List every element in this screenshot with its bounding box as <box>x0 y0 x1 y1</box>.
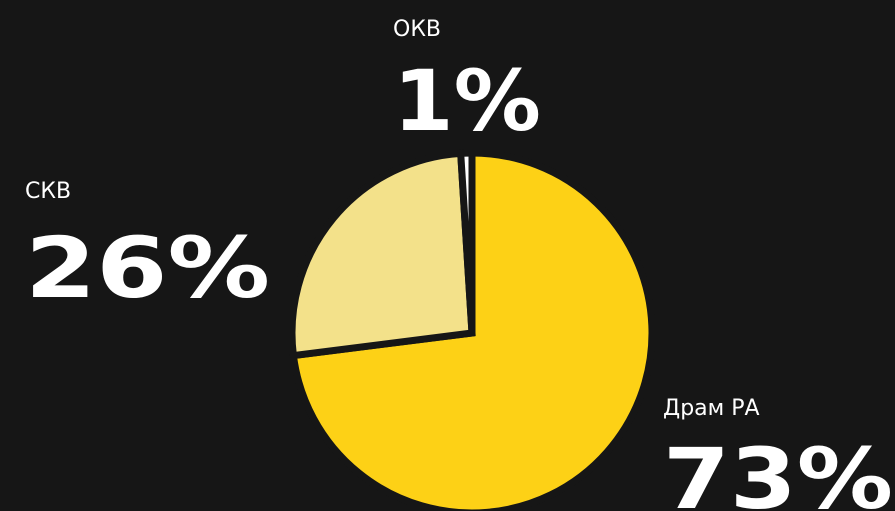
slice-value-label: 26% <box>25 219 270 317</box>
pie-slice <box>288 149 476 360</box>
slice-value-label: 1% <box>393 52 541 150</box>
slice-name: Драм РА <box>663 396 760 421</box>
slice-value-label: 73% <box>663 430 893 511</box>
slice-name: СКВ <box>25 179 71 204</box>
slice-name: ОКВ <box>393 17 441 42</box>
pie-slice <box>456 149 476 334</box>
